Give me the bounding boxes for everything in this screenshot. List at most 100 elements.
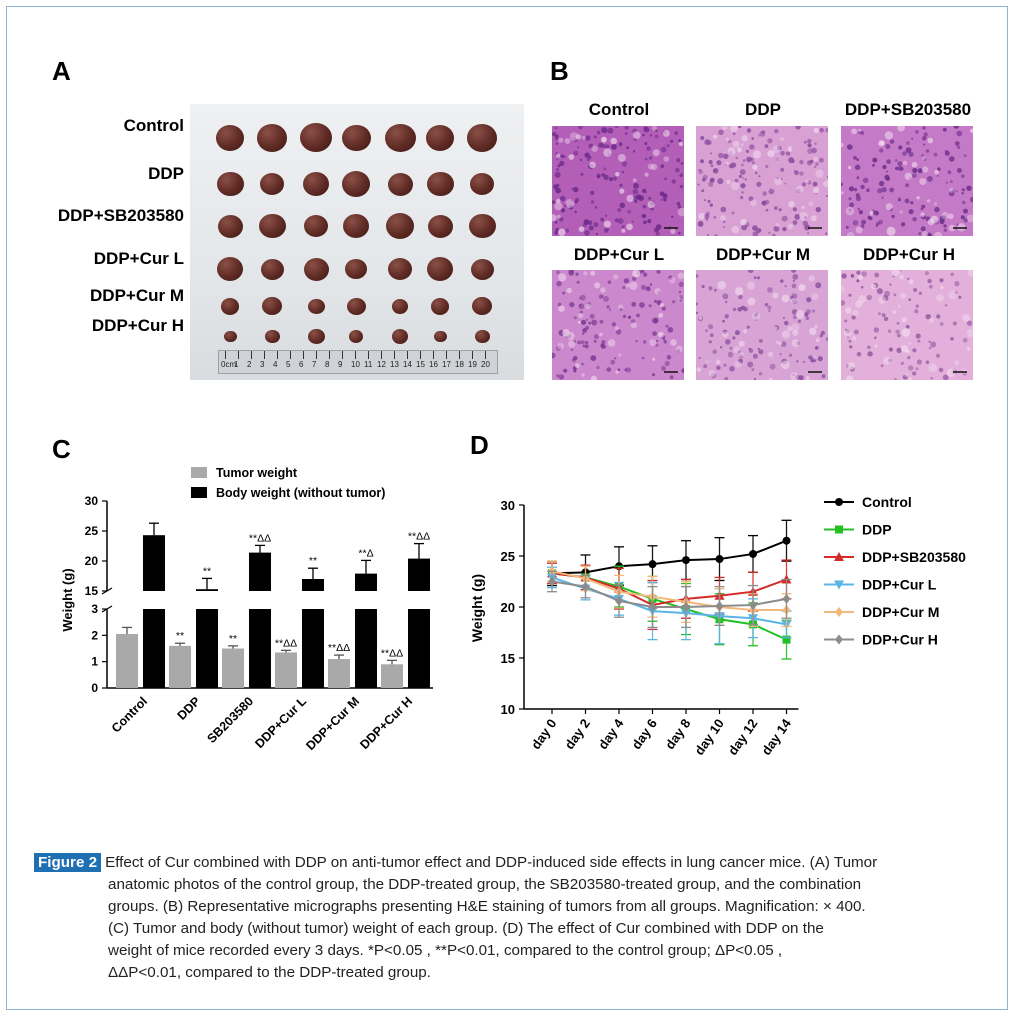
cytoplasm-spot: [846, 231, 855, 236]
ruler-tick-label: 2: [247, 360, 252, 369]
nucleus: [758, 349, 764, 355]
y-tick-label: 20: [501, 600, 515, 615]
nucleus: [792, 220, 798, 225]
nucleus: [755, 318, 758, 321]
nucleus: [642, 204, 647, 209]
nucleus: [806, 297, 812, 303]
nucleus: [747, 270, 754, 273]
nucleus: [696, 311, 699, 315]
bar-body-weight-lower: [196, 609, 218, 688]
nucleus: [708, 181, 714, 187]
chart-d: 10 15 20 25 30 Weight (g) day 0 day 2 day 4 day 6…: [469, 494, 966, 758]
cytoplasm-spot: [725, 137, 730, 142]
nucleus: [624, 132, 628, 135]
cytoplasm-spot: [558, 305, 565, 312]
nucleus: [780, 341, 787, 347]
nucleus: [950, 180, 953, 183]
nucleus: [914, 309, 919, 314]
nucleus: [878, 219, 883, 225]
ruler-tick-label: 3: [260, 360, 265, 369]
data-point: [548, 576, 556, 587]
y-tick-label: 15: [501, 651, 515, 666]
ruler-tick: [225, 351, 226, 359]
nucleus: [794, 214, 801, 220]
nucleus: [811, 309, 816, 313]
nucleus: [667, 327, 674, 333]
nucleus: [664, 177, 667, 181]
nucleus: [601, 340, 606, 345]
nucleus: [677, 205, 682, 209]
tumor-photo: 0cm 1 2 3 4 5 6 7 8 9 10 11 12 13 14 15 16 17 18 19 20: [190, 104, 524, 380]
cytoplasm-spot: [696, 367, 702, 372]
nucleus: [596, 173, 601, 178]
nucleus: [955, 190, 958, 193]
nucleus: [952, 321, 957, 326]
nucleus: [593, 340, 597, 343]
cytoplasm-spot: [954, 360, 960, 366]
nucleus: [807, 180, 812, 185]
nucleus: [585, 318, 589, 321]
nucleus: [905, 183, 909, 188]
cytoplasm-spot: [841, 142, 844, 148]
cytoplasm-spot: [901, 317, 907, 323]
nucleus: [916, 359, 922, 365]
cytoplasm-spot: [577, 320, 581, 324]
cytoplasm-spot: [855, 300, 863, 308]
x-tick-label: day 8: [662, 716, 693, 752]
nucleus: [621, 225, 625, 229]
nucleus: [907, 355, 911, 360]
nucleus: [675, 167, 680, 173]
nucleus: [718, 152, 724, 159]
nucleus: [939, 278, 944, 283]
nucleus: [757, 347, 760, 351]
cytoplasm-spot: [742, 329, 748, 334]
nucleus: [654, 299, 657, 303]
cytoplasm-spot: [904, 373, 909, 377]
nucleus: [669, 139, 674, 143]
cytoplasm-spot: [582, 135, 586, 140]
cytoplasm-spot: [847, 362, 855, 370]
tumor-sample: [468, 213, 496, 239]
significance-label: **ΔΔ: [381, 647, 403, 659]
cytoplasm-spot: [618, 353, 622, 357]
legend-label: Tumor weight: [216, 466, 298, 480]
cytoplasm-spot: [750, 199, 757, 207]
cytoplasm-spot: [845, 307, 852, 314]
legend-label: DDP+Cur H: [862, 632, 938, 648]
nucleus: [606, 305, 610, 309]
nucleus: [653, 317, 659, 323]
nucleus: [847, 144, 853, 150]
nucleus: [954, 291, 958, 295]
nucleus: [908, 151, 914, 157]
nucleus: [894, 159, 898, 162]
nucleus: [867, 345, 871, 349]
cytoplasm-spot: [720, 215, 726, 221]
nucleus: [936, 314, 941, 319]
data-point: [715, 600, 724, 611]
bar-tumor-weight: [169, 645, 191, 688]
nucleus: [617, 218, 624, 224]
nucleus: [884, 290, 890, 297]
cytoplasm-spot: [774, 326, 778, 330]
y-axis-label: Weight (g): [60, 568, 75, 631]
nucleus: [756, 181, 762, 187]
nucleus: [751, 161, 755, 165]
significance-label: **: [203, 565, 211, 577]
nucleus: [619, 307, 623, 311]
tumor-sample: [474, 329, 490, 344]
nucleus: [580, 172, 584, 176]
nucleus: [913, 288, 918, 292]
ruler-tick-label: 8: [325, 360, 330, 369]
y-tick-label: 0: [91, 681, 98, 695]
nucleus: [815, 282, 822, 289]
nucleus: [618, 142, 623, 147]
nucleus: [757, 276, 760, 280]
nucleus: [697, 221, 704, 227]
category-label: DDP+Cur L: [252, 694, 309, 751]
nucleus: [877, 188, 883, 194]
cytoplasm-spot: [752, 311, 761, 320]
nucleus: [881, 187, 887, 193]
micrograph: [696, 126, 828, 236]
nucleus: [571, 187, 574, 190]
nucleus: [661, 366, 666, 371]
